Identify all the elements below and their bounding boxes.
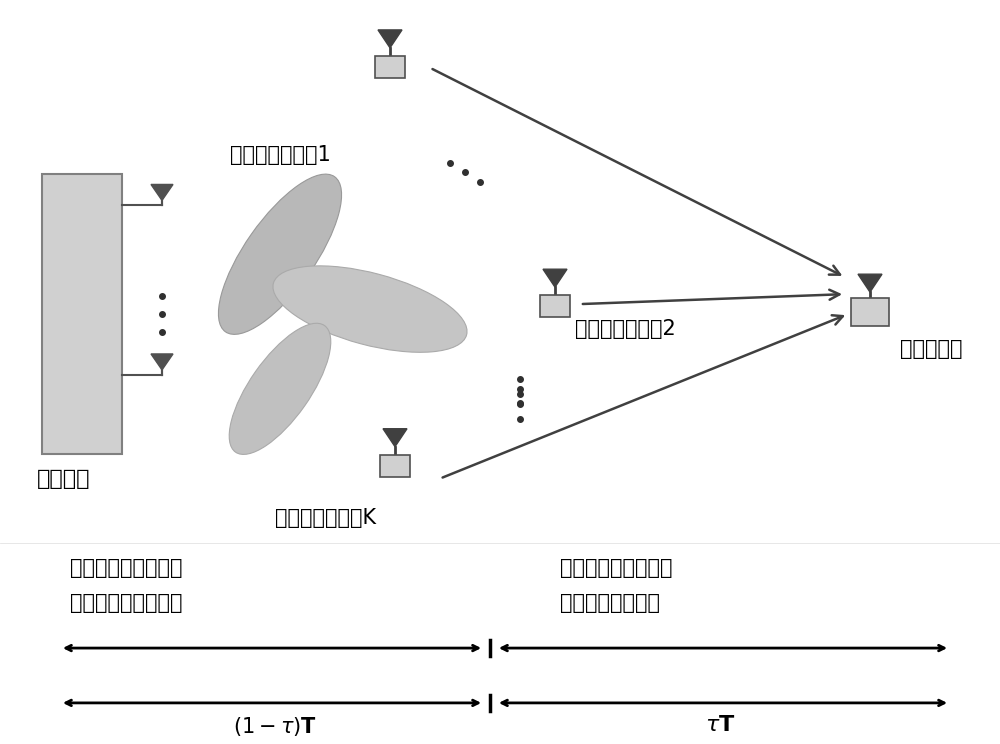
Text: 信息接收机: 信息接收机 — [900, 339, 962, 359]
Polygon shape — [543, 269, 567, 287]
Ellipse shape — [229, 323, 331, 455]
Text: 从传感器节点到信息: 从传感器节点到信息 — [560, 558, 672, 578]
Text: $(1-\tau)\mathbf{T}$: $(1-\tau)\mathbf{T}$ — [233, 715, 317, 738]
Polygon shape — [383, 429, 407, 446]
Bar — [540, 295, 570, 317]
Text: 能量基站: 能量基站 — [37, 469, 90, 489]
Text: 无线传感器节点K: 无线传感器节点K — [275, 508, 376, 528]
Ellipse shape — [273, 266, 467, 353]
Bar — [380, 455, 410, 477]
Text: 无线传感器节点1: 无线传感器节点1 — [230, 144, 331, 164]
Polygon shape — [378, 30, 402, 48]
Text: 接收机的信息传输: 接收机的信息传输 — [560, 593, 660, 613]
Polygon shape — [151, 185, 173, 200]
Bar — [851, 298, 889, 326]
Bar — [375, 56, 405, 78]
Text: $\tau\mathbf{T}$: $\tau\mathbf{T}$ — [705, 715, 735, 735]
Polygon shape — [151, 354, 173, 370]
Text: 感器节点的能量传输: 感器节点的能量传输 — [70, 593, 182, 613]
Text: 无线传感器节点2: 无线传感器节点2 — [575, 319, 676, 339]
Text: 从能量基站到无线传: 从能量基站到无线传 — [70, 558, 182, 578]
Polygon shape — [858, 275, 882, 292]
Bar — [42, 175, 122, 454]
Ellipse shape — [218, 174, 342, 334]
